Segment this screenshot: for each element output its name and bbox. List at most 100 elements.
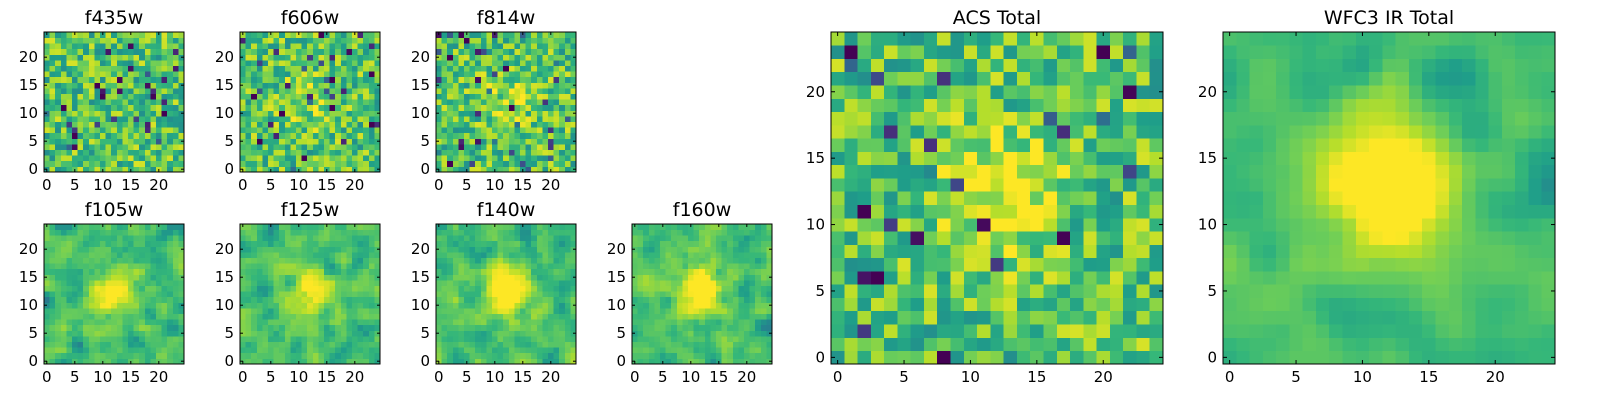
heatmap-cell xyxy=(870,151,885,166)
heatmap-cell xyxy=(492,274,498,281)
heatmap-cell xyxy=(172,296,179,303)
heatmap-cell xyxy=(559,99,566,106)
heatmap-cell xyxy=(682,240,689,247)
y-tick-label: 10 xyxy=(19,104,38,122)
heatmap-cell xyxy=(632,313,638,320)
heatmap-cell xyxy=(374,116,381,122)
heatmap-cell xyxy=(897,284,912,298)
heatmap-cell xyxy=(340,285,347,292)
heatmap-cell xyxy=(167,285,174,292)
heatmap-cell xyxy=(514,166,521,173)
heatmap-cell xyxy=(301,93,308,100)
heatmap-cell xyxy=(564,160,571,167)
heatmap-cell xyxy=(1123,204,1137,219)
heatmap-cell xyxy=(368,341,375,348)
heatmap-cell xyxy=(88,291,95,298)
heatmap-cell xyxy=(508,296,515,303)
heatmap-cell xyxy=(88,138,95,145)
heatmap-cell xyxy=(1016,297,1031,312)
heatmap-cell xyxy=(570,336,577,342)
heatmap-cell xyxy=(503,308,510,314)
heatmap-cell xyxy=(363,274,370,281)
heatmap-cell xyxy=(368,319,375,326)
heatmap-cell xyxy=(279,32,286,38)
heatmap-cell xyxy=(570,291,577,298)
heatmap-cell xyxy=(172,319,179,326)
heatmap-cell xyxy=(710,341,717,348)
heatmap-cell xyxy=(492,291,498,298)
heatmap-cell xyxy=(60,32,67,38)
heatmap-cell xyxy=(671,268,678,275)
heatmap-cell xyxy=(760,302,767,309)
heatmap-cell xyxy=(329,37,336,44)
heatmap-cell xyxy=(632,268,638,275)
heatmap-cell xyxy=(553,76,560,83)
heatmap-cell xyxy=(161,347,168,354)
heatmap-cell xyxy=(105,313,112,320)
heatmap-cell xyxy=(553,240,560,247)
heatmap-cell xyxy=(475,76,482,83)
heatmap-cell xyxy=(307,274,314,281)
heatmap-cell xyxy=(486,336,493,342)
heatmap-cell xyxy=(178,37,185,44)
heatmap-cell xyxy=(55,32,62,38)
heatmap-cell xyxy=(105,358,112,365)
heatmap-cell xyxy=(77,149,84,156)
heatmap-cell xyxy=(654,324,661,331)
heatmap-cell xyxy=(831,350,845,365)
heatmap-cell xyxy=(335,138,342,145)
heatmap-cell xyxy=(167,37,174,44)
heatmap-cell xyxy=(910,297,925,312)
heatmap-cell xyxy=(475,296,482,303)
heatmap-cell xyxy=(514,82,521,89)
heatmap-cell xyxy=(357,257,364,264)
heatmap-cell xyxy=(324,132,330,139)
heatmap-cell xyxy=(139,296,146,303)
heatmap-cell xyxy=(553,48,560,55)
heatmap-cell xyxy=(144,319,151,326)
heatmap-cell xyxy=(452,76,459,83)
heatmap-cell xyxy=(100,285,106,292)
heatmap-cell xyxy=(150,352,157,359)
heatmap-cell xyxy=(458,240,465,247)
heatmap-cell xyxy=(553,313,560,320)
heatmap-cell xyxy=(497,121,504,128)
heatmap-cell xyxy=(357,82,364,89)
heatmap-cell xyxy=(766,313,773,320)
heatmap-cell xyxy=(172,121,179,128)
heatmap-cell xyxy=(279,313,286,320)
heatmap-cell xyxy=(279,319,286,326)
y-tick-label: 20 xyxy=(215,240,234,258)
heatmap-cell xyxy=(284,252,291,258)
heatmap-cell xyxy=(156,274,162,281)
heatmap-cell xyxy=(161,302,168,309)
heatmap-cell xyxy=(732,224,739,230)
heatmap-cell xyxy=(290,32,297,38)
heatmap-cell xyxy=(553,235,560,242)
heatmap-cell xyxy=(475,43,482,50)
heatmap-cell xyxy=(480,32,487,38)
heatmap-cell xyxy=(676,330,683,337)
x-tick-label: 15 xyxy=(317,368,336,386)
heatmap-cell xyxy=(520,82,526,89)
heatmap-cell xyxy=(1149,271,1164,285)
heatmap-cell xyxy=(536,88,543,94)
heatmap-cell xyxy=(637,347,644,354)
heatmap-cell xyxy=(150,160,157,167)
heatmap-cell xyxy=(1136,310,1151,325)
heatmap-cell xyxy=(128,285,134,292)
heatmap-cell xyxy=(766,347,773,354)
heatmap-cell xyxy=(167,32,174,38)
heatmap-cell xyxy=(458,235,465,242)
heatmap-cell xyxy=(564,166,571,173)
heatmap-cell xyxy=(1016,350,1031,365)
heatmap-cell xyxy=(245,341,252,348)
heatmap-cell xyxy=(665,313,672,320)
heatmap-cell xyxy=(357,263,364,270)
heatmap-cell xyxy=(486,37,493,44)
heatmap-cell xyxy=(520,132,526,139)
heatmap-cell xyxy=(100,252,106,258)
heatmap-cell xyxy=(116,302,123,309)
heatmap-cell xyxy=(307,252,314,258)
heatmap-cell xyxy=(340,32,347,38)
